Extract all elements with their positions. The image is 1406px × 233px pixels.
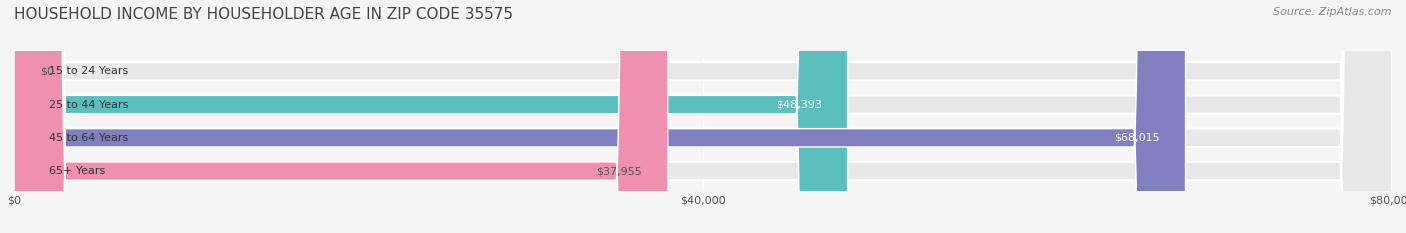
FancyBboxPatch shape — [14, 0, 1392, 233]
FancyBboxPatch shape — [14, 0, 1185, 233]
FancyBboxPatch shape — [14, 0, 848, 233]
Text: $48,393: $48,393 — [776, 99, 821, 110]
Text: 45 to 64 Years: 45 to 64 Years — [48, 133, 128, 143]
Text: $37,955: $37,955 — [596, 166, 643, 176]
Text: Source: ZipAtlas.com: Source: ZipAtlas.com — [1274, 7, 1392, 17]
Text: 25 to 44 Years: 25 to 44 Years — [48, 99, 128, 110]
FancyBboxPatch shape — [14, 0, 668, 233]
FancyBboxPatch shape — [14, 0, 1392, 233]
Text: 65+ Years: 65+ Years — [48, 166, 105, 176]
Text: 15 to 24 Years: 15 to 24 Years — [48, 66, 128, 76]
Text: $68,015: $68,015 — [1114, 133, 1160, 143]
FancyBboxPatch shape — [14, 0, 1392, 233]
Text: $0: $0 — [39, 66, 53, 76]
Text: HOUSEHOLD INCOME BY HOUSEHOLDER AGE IN ZIP CODE 35575: HOUSEHOLD INCOME BY HOUSEHOLDER AGE IN Z… — [14, 7, 513, 22]
FancyBboxPatch shape — [14, 0, 1392, 233]
